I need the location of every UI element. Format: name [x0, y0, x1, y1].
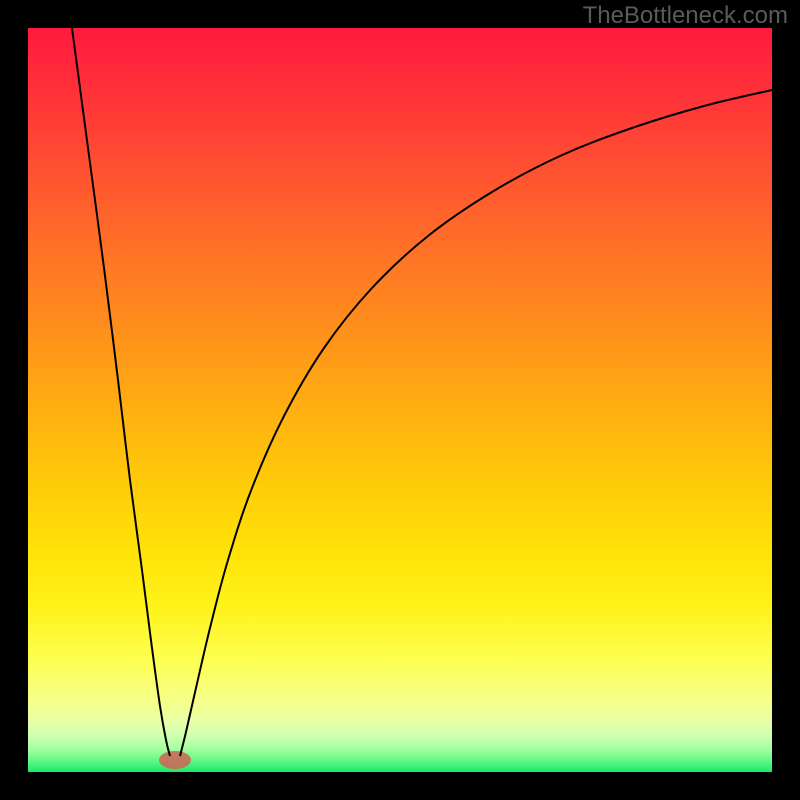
- plot-background: [28, 28, 772, 772]
- bottleneck-chart: [0, 0, 800, 800]
- watermark-text: TheBottleneck.com: [583, 2, 788, 30]
- chart-container: TheBottleneck.com: [0, 0, 800, 800]
- minimum-marker: [159, 751, 191, 769]
